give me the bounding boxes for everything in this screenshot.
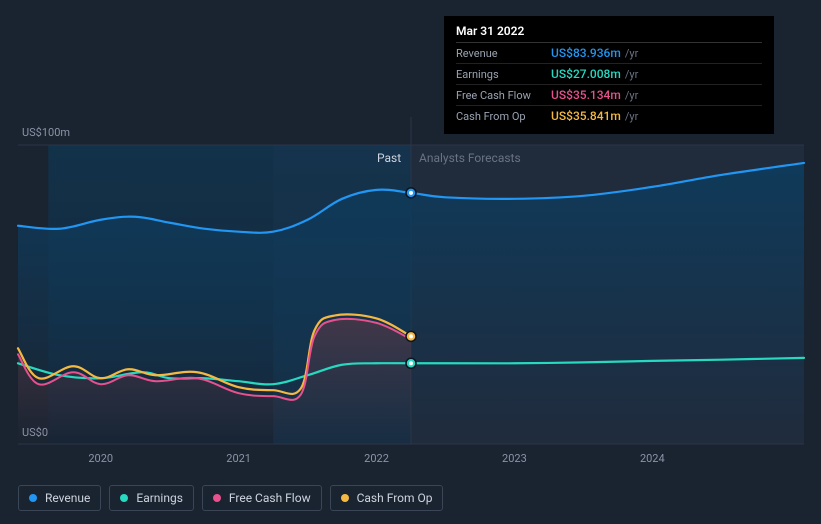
y-axis-label-max: US$100m xyxy=(22,126,70,139)
legend-item-label: Revenue xyxy=(45,491,90,505)
tooltip-row-label: Revenue xyxy=(456,45,551,63)
tooltip-row-value: US$35.134m xyxy=(551,86,621,104)
tooltip-row-value: US$35.841m xyxy=(551,107,621,125)
legend-swatch-icon xyxy=(341,494,349,502)
legend-item-label: Cash From Op xyxy=(357,491,433,505)
tooltip-row-unit: /yr xyxy=(625,45,638,63)
x-axis-tick: 2022 xyxy=(364,452,389,465)
tooltip-row: RevenueUS$83.936m/yr xyxy=(456,42,762,63)
y-axis-label-min: US$0 xyxy=(22,426,48,439)
tooltip-row-value: US$27.008m xyxy=(551,65,621,83)
legend-item-revenue[interactable]: Revenue xyxy=(18,485,101,511)
legend-swatch-icon xyxy=(120,494,128,502)
tooltip-row-unit: /yr xyxy=(625,108,638,126)
x-axis-tick: 2020 xyxy=(88,452,113,465)
tooltip-date: Mar 31 2022 xyxy=(456,24,762,38)
tooltip-row: Free Cash FlowUS$35.134m/yr xyxy=(456,84,762,105)
x-axis-tick: 2023 xyxy=(502,452,527,465)
tooltip-row-label: Free Cash Flow xyxy=(456,87,551,105)
tooltip-row-unit: /yr xyxy=(625,66,638,84)
chart-container: US$100m US$0 Past Analysts Forecasts 202… xyxy=(0,0,821,524)
legend-swatch-icon xyxy=(213,494,221,502)
region-label-forecast: Analysts Forecasts xyxy=(419,151,521,165)
legend-item-earnings[interactable]: Earnings xyxy=(109,485,194,511)
tooltip-row-label: Cash From Op xyxy=(456,108,551,126)
chart-tooltip: Mar 31 2022 RevenueUS$83.936m/yrEarnings… xyxy=(444,16,774,134)
legend-item-free_cash_flow[interactable]: Free Cash Flow xyxy=(202,485,322,511)
legend-item-label: Free Cash Flow xyxy=(229,491,311,505)
legend-item-label: Earnings xyxy=(136,491,183,505)
tooltip-row-unit: /yr xyxy=(625,87,638,105)
tooltip-row-value: US$83.936m xyxy=(551,44,621,62)
x-axis-tick: 2021 xyxy=(226,452,251,465)
legend-swatch-icon xyxy=(29,494,37,502)
tooltip-row: Cash From OpUS$35.841m/yr xyxy=(456,105,762,126)
region-label-past: Past xyxy=(377,151,401,165)
legend-item-cash_from_op[interactable]: Cash From Op xyxy=(330,485,444,511)
x-axis-tick: 2024 xyxy=(640,452,665,465)
tooltip-row-label: Earnings xyxy=(456,66,551,84)
tooltip-row: EarningsUS$27.008m/yr xyxy=(456,63,762,84)
chart-legend: Revenue Earnings Free Cash Flow Cash From O… xyxy=(18,485,443,511)
